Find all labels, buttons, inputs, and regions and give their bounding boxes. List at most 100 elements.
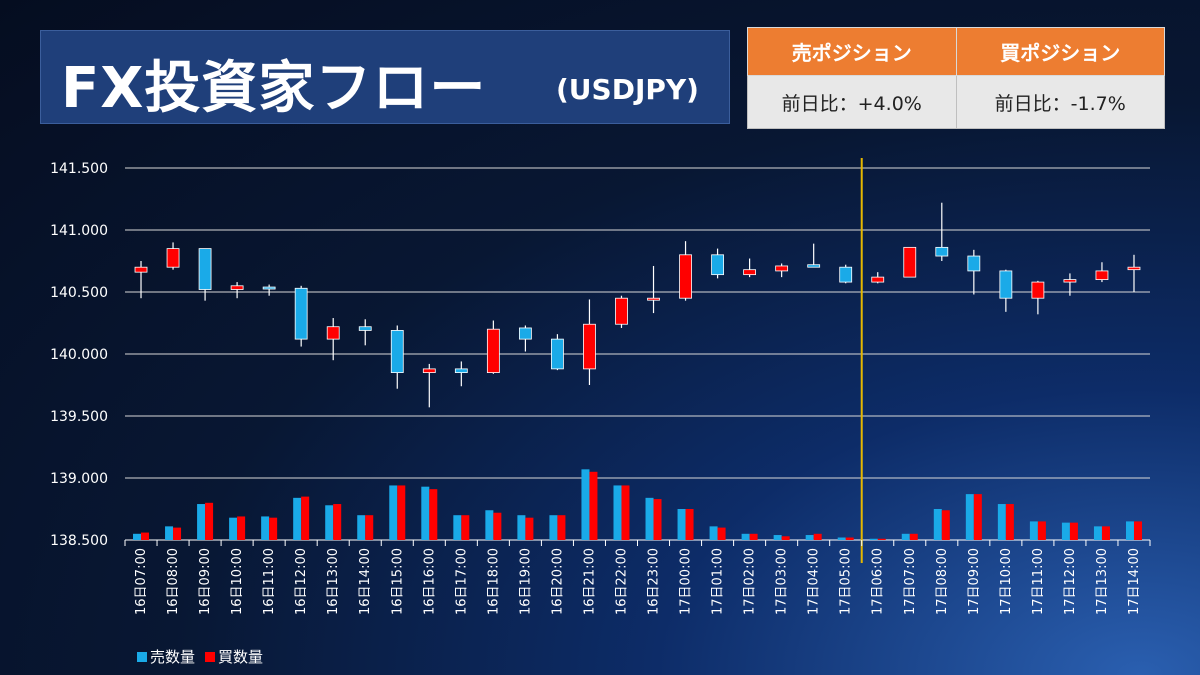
buy-volume-bar xyxy=(589,471,598,540)
x-tick-label: 17日06:00 xyxy=(871,548,886,615)
buy-volume-bar xyxy=(333,504,342,540)
x-tick-label: 16日15:00 xyxy=(390,548,405,615)
y-tick-label: 139.000 xyxy=(50,471,108,487)
candle-body xyxy=(935,246,949,257)
sell-volume-bar xyxy=(613,485,622,540)
candle-body xyxy=(775,265,789,272)
y-tick-label: 139.500 xyxy=(50,409,108,425)
x-tick-label: 16日11:00 xyxy=(262,548,277,615)
legend-label-sell: 売数量 xyxy=(150,648,196,666)
candle-body xyxy=(134,266,148,273)
buy-volume-bar xyxy=(237,516,246,540)
title-panel: FX投資家フロー (USDJPY) xyxy=(40,30,730,124)
x-tick-label: 17日00:00 xyxy=(679,548,694,615)
candle-body xyxy=(711,254,724,276)
candle-body xyxy=(422,368,436,374)
x-tick-label: 17日13:00 xyxy=(1095,548,1110,615)
buy-volume-bar xyxy=(653,499,662,540)
x-tick-label: 17日07:00 xyxy=(903,548,918,615)
x-tick-label: 16日20:00 xyxy=(550,548,565,615)
x-tick-label: 16日22:00 xyxy=(614,548,629,615)
buy-volume-bar xyxy=(877,538,886,540)
candle-body xyxy=(166,248,180,268)
sell-volume-bar xyxy=(357,515,366,540)
x-tick-label: 16日10:00 xyxy=(230,548,245,615)
buy-volume-bar xyxy=(1133,521,1142,540)
sell-volume-bar xyxy=(645,497,654,540)
candle-body xyxy=(615,297,628,325)
sell-volume-bar xyxy=(229,517,238,540)
candle-body xyxy=(647,297,660,301)
candle-body xyxy=(1031,281,1045,299)
candle-body xyxy=(1127,266,1141,271)
x-tick-label: 16日19:00 xyxy=(518,548,533,615)
buy-volume-bar xyxy=(781,536,790,540)
x-tick-label: 17日09:00 xyxy=(967,548,982,615)
x-tick-label: 16日16:00 xyxy=(422,548,437,615)
sell-volume-bar xyxy=(709,526,718,540)
buy-volume-bar xyxy=(173,527,182,540)
y-tick-label: 140.000 xyxy=(50,347,108,363)
y-tick-label: 138.500 xyxy=(50,533,108,549)
sell-volume-bar xyxy=(869,538,878,540)
sell-swatch xyxy=(137,651,147,662)
legend-item-buy: 買数量 xyxy=(205,646,263,667)
buy-volume-bar xyxy=(429,489,438,540)
buy-volume-bar xyxy=(301,496,310,540)
buy-volume-bar xyxy=(813,533,822,540)
sell-volume-bar xyxy=(773,535,782,540)
sell-volume-bar xyxy=(549,515,558,540)
x-tick-label: 16日07:00 xyxy=(134,548,149,615)
x-tick-label: 17日10:00 xyxy=(999,548,1014,615)
buy-volume-bar xyxy=(525,517,534,540)
sell-volume-bar xyxy=(421,486,430,540)
sell-volume-bar xyxy=(485,510,494,540)
x-tick-label: 17日08:00 xyxy=(935,548,950,615)
buy-swatch xyxy=(205,651,216,662)
sell-volume-bar xyxy=(261,516,270,540)
sell-volume-bar xyxy=(1029,521,1038,540)
buy-volume-bar xyxy=(461,515,470,540)
x-tick-label: 17日02:00 xyxy=(743,548,758,615)
buy-volume-bar xyxy=(365,515,374,540)
sell-volume-bar xyxy=(933,509,942,540)
candle-body xyxy=(967,255,981,272)
buy-volume-bar xyxy=(717,527,726,540)
x-tick-label: 16日17:00 xyxy=(454,548,469,615)
sell-volume-bar xyxy=(453,515,462,540)
candle-body xyxy=(230,285,244,290)
sell-volume-bar xyxy=(581,469,590,540)
buy-volume-bar xyxy=(493,512,502,540)
candle-body xyxy=(262,286,276,290)
sell-volume-bar xyxy=(293,497,302,540)
buy-volume-bar xyxy=(557,515,566,540)
sell-volume-bar xyxy=(517,515,526,540)
x-tick-label: 17日01:00 xyxy=(711,548,726,615)
buy-volume-bar xyxy=(1101,526,1110,540)
candle-body xyxy=(743,269,757,276)
buy-volume-bar xyxy=(973,494,982,540)
buy-volume-bar xyxy=(621,485,630,540)
buy-volume-bar xyxy=(269,517,278,540)
sell-volume-bar xyxy=(133,533,142,540)
sell-volume-bar xyxy=(165,526,174,540)
buy-volume-bar xyxy=(397,485,406,540)
position-table: 売ポジション 買ポジション 前日比：+4.0% 前日比：-1.7% xyxy=(747,27,1165,129)
buy-volume-bar xyxy=(749,533,758,540)
chart-legend: 売数量 買数量 xyxy=(137,646,269,667)
x-tick-label: 17日11:00 xyxy=(1031,548,1046,615)
x-tick-label: 17日03:00 xyxy=(775,548,790,615)
sell-volume-bar xyxy=(1093,526,1102,540)
x-tick-label: 17日05:00 xyxy=(839,548,854,615)
candle-body xyxy=(518,327,532,340)
candle-body xyxy=(294,287,308,340)
x-tick-label: 16日21:00 xyxy=(582,548,597,615)
x-tick-label: 17日12:00 xyxy=(1063,548,1078,615)
candle-body xyxy=(679,254,692,299)
sell-volume-bar xyxy=(677,509,686,540)
sell-volume-bar xyxy=(997,504,1006,540)
sell-volume-bar xyxy=(197,504,206,540)
candle-body xyxy=(583,323,596,370)
sell-volume-bar xyxy=(805,535,814,540)
candle-body xyxy=(326,326,340,340)
